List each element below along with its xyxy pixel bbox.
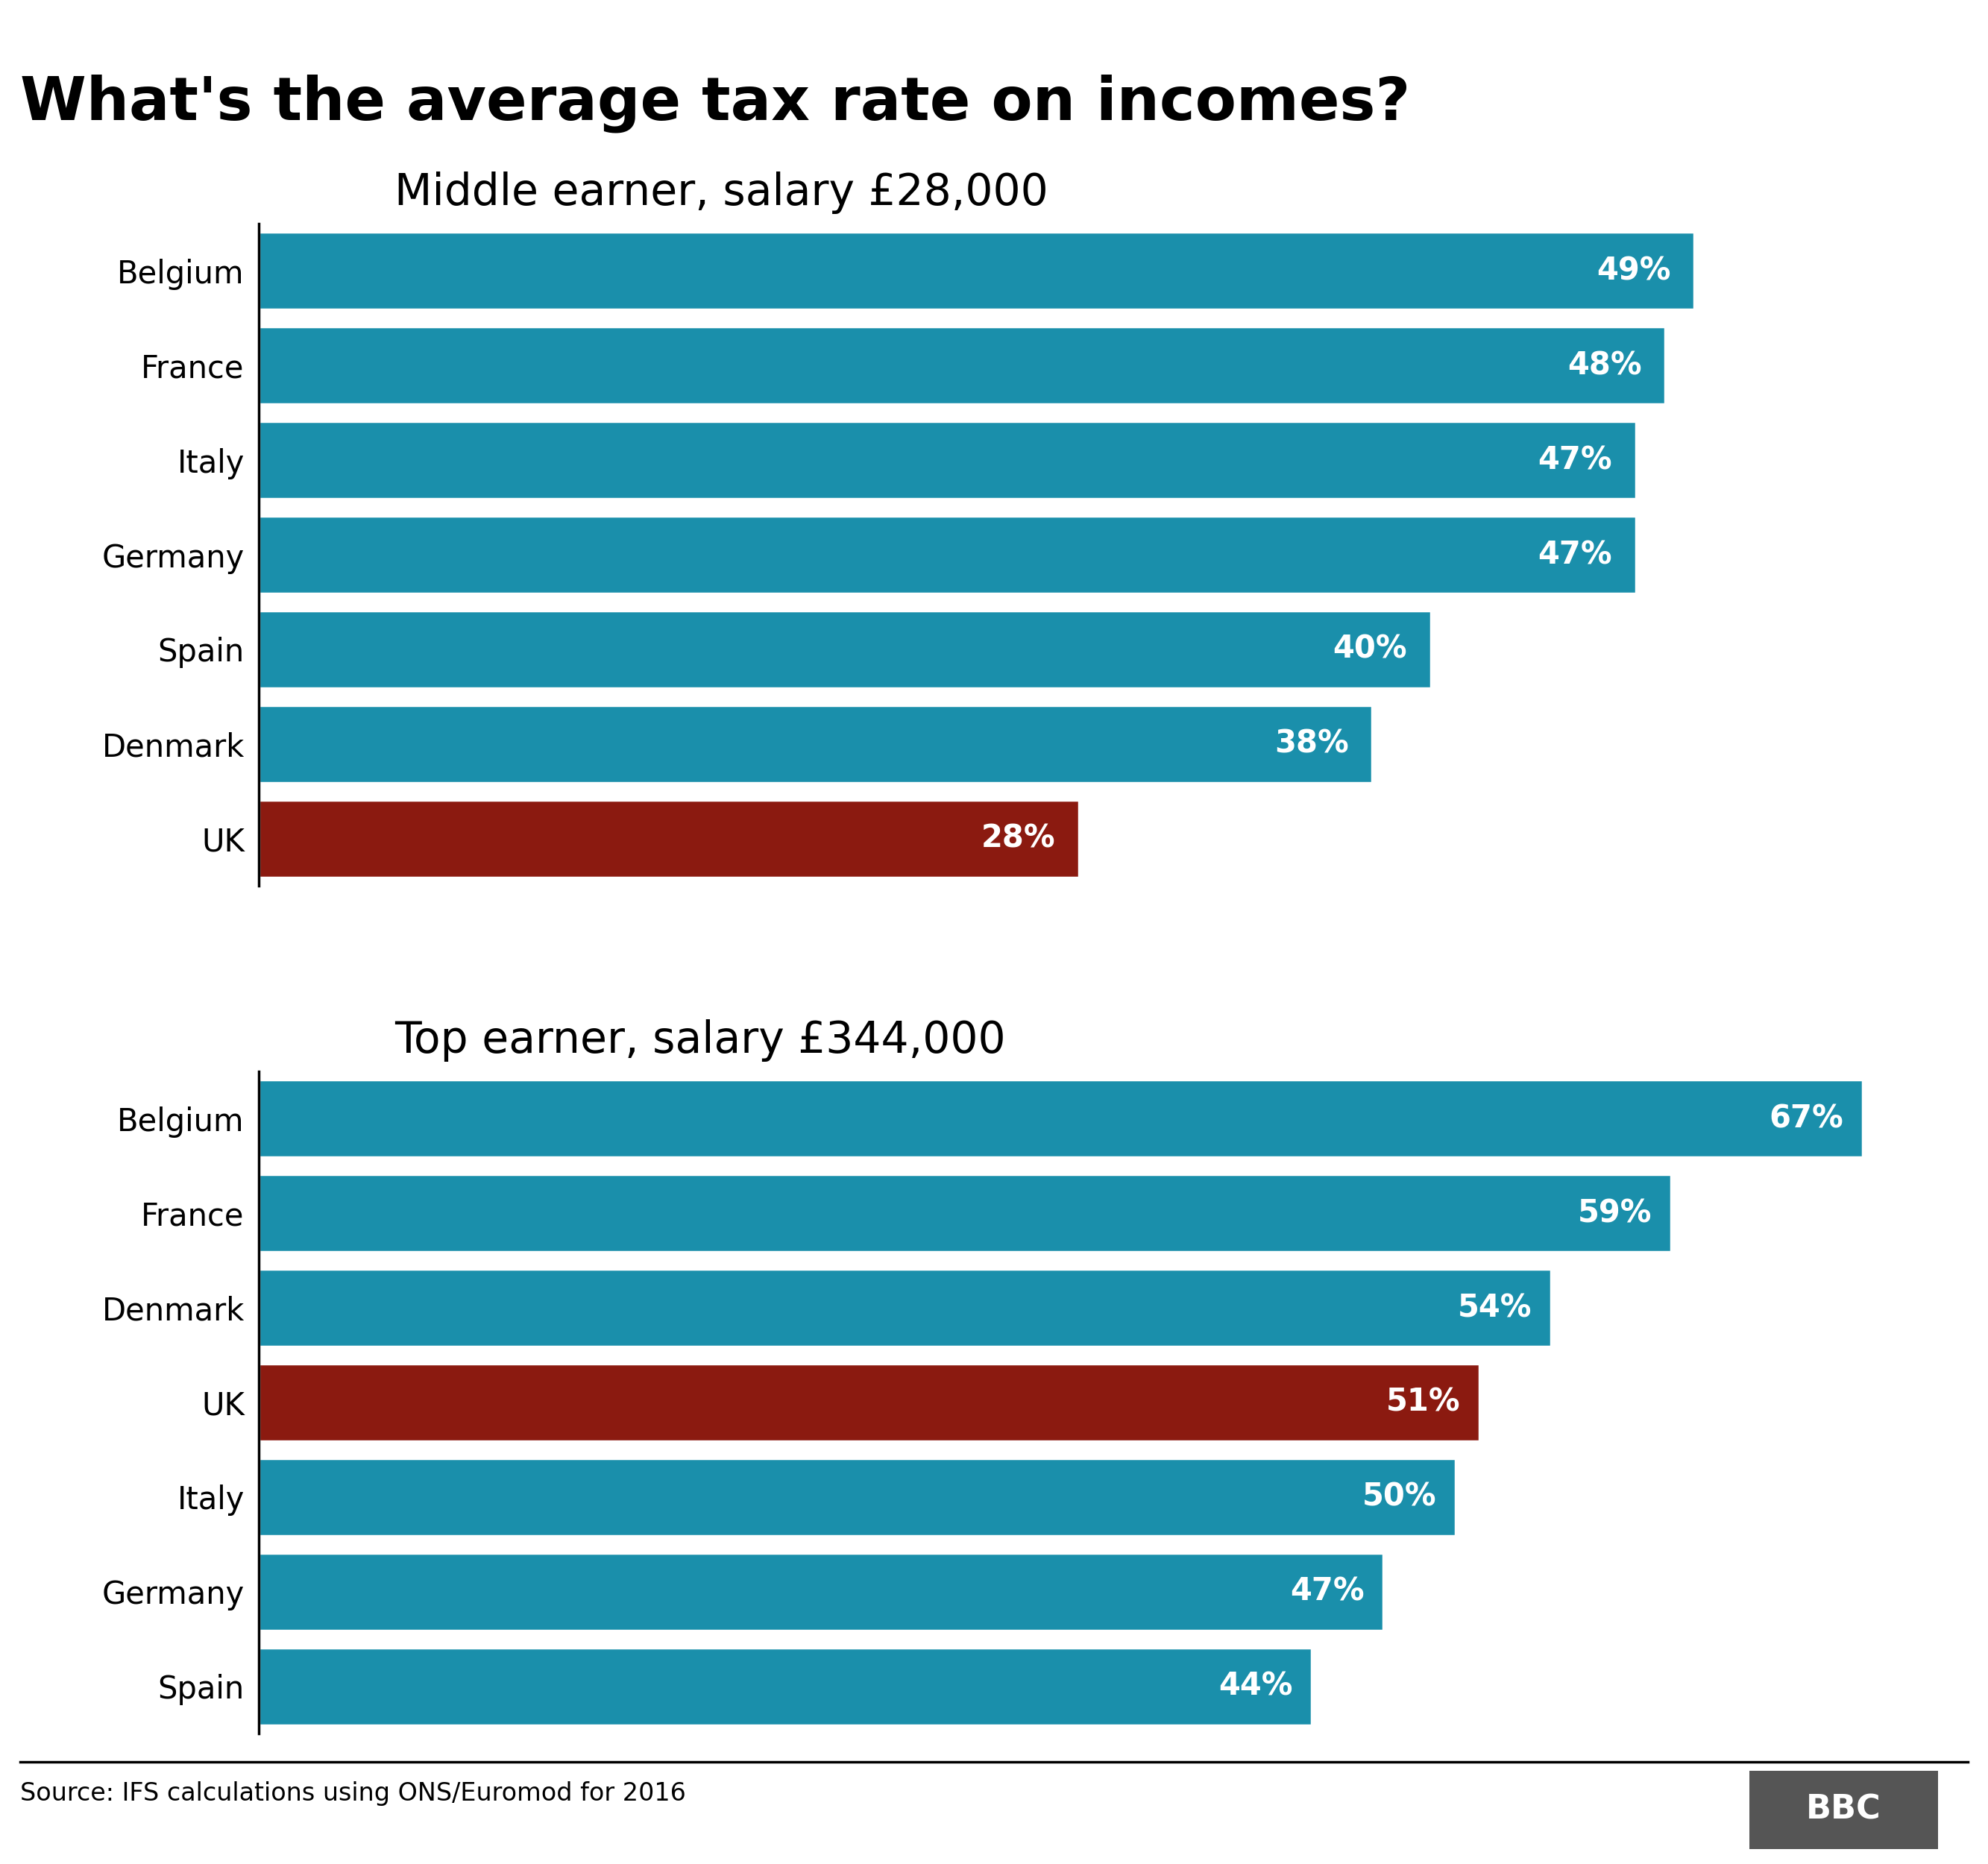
Text: Middle earner, salary £28,000: Middle earner, salary £28,000 bbox=[394, 171, 1048, 214]
Text: 48%: 48% bbox=[1567, 350, 1642, 382]
Text: 47%: 47% bbox=[1539, 539, 1612, 570]
Bar bbox=[258, 1364, 1479, 1441]
Text: What's the average tax rate on incomes?: What's the average tax rate on incomes? bbox=[20, 75, 1409, 132]
Bar bbox=[258, 1174, 1670, 1253]
Text: 51%: 51% bbox=[1386, 1387, 1461, 1419]
Text: 67%: 67% bbox=[1769, 1103, 1843, 1135]
Bar bbox=[258, 1648, 1312, 1724]
Text: BBC: BBC bbox=[1807, 1793, 1881, 1827]
Text: 59%: 59% bbox=[1578, 1197, 1652, 1228]
Text: 38%: 38% bbox=[1274, 729, 1348, 761]
Bar bbox=[258, 516, 1636, 593]
Bar bbox=[258, 1458, 1455, 1536]
Bar bbox=[258, 1269, 1551, 1346]
Bar bbox=[258, 233, 1694, 309]
Text: 50%: 50% bbox=[1362, 1482, 1435, 1514]
Text: 40%: 40% bbox=[1332, 634, 1408, 665]
Text: 54%: 54% bbox=[1457, 1292, 1533, 1323]
Bar bbox=[258, 326, 1666, 404]
Text: Top earner, salary £344,000: Top earner, salary £344,000 bbox=[394, 1020, 1006, 1062]
Text: 49%: 49% bbox=[1596, 255, 1672, 287]
Text: 47%: 47% bbox=[1539, 444, 1612, 475]
Bar bbox=[258, 1079, 1863, 1158]
Text: 44%: 44% bbox=[1219, 1670, 1292, 1702]
Bar bbox=[258, 611, 1431, 688]
Text: 28%: 28% bbox=[982, 822, 1056, 854]
Text: 47%: 47% bbox=[1290, 1575, 1364, 1607]
Bar bbox=[258, 705, 1372, 783]
Bar bbox=[258, 421, 1636, 500]
Text: Source: IFS calculations using ONS/Euromod for 2016: Source: IFS calculations using ONS/Eurom… bbox=[20, 1780, 686, 1806]
Bar bbox=[258, 800, 1079, 878]
Bar bbox=[258, 1553, 1384, 1631]
